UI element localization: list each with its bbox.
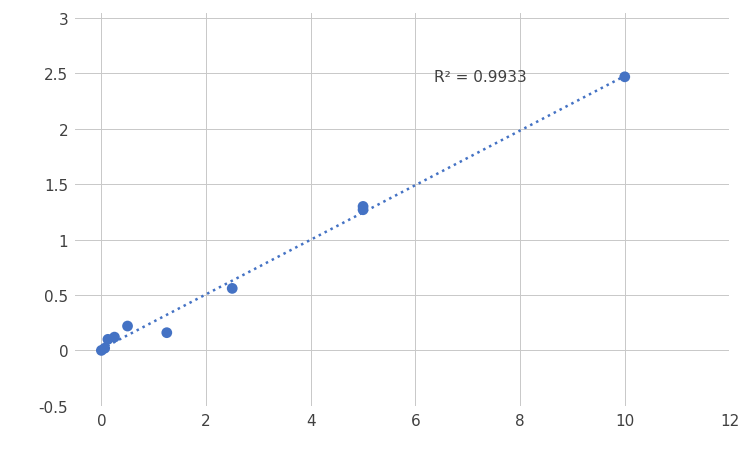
Point <box>357 207 369 214</box>
Point <box>96 347 108 354</box>
Point <box>226 285 238 292</box>
Point <box>99 345 111 352</box>
Point <box>102 336 114 343</box>
Point <box>108 334 120 341</box>
Text: R² = 0.9933: R² = 0.9933 <box>434 70 526 85</box>
Point <box>619 74 631 81</box>
Point <box>357 203 369 211</box>
Point <box>122 323 134 330</box>
Point <box>161 329 173 336</box>
